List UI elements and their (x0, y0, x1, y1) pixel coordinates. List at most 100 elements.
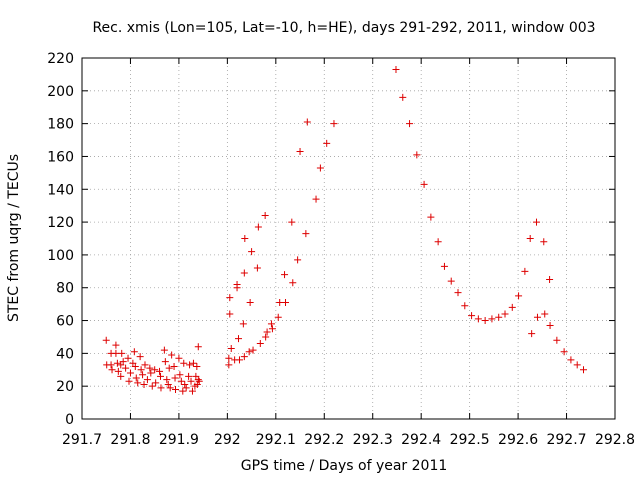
data-point (160, 346, 168, 354)
data-point (289, 279, 297, 287)
data-point (501, 310, 509, 318)
data-point (186, 361, 194, 369)
data-point (553, 336, 561, 344)
x-tick-label: 292.3 (353, 432, 393, 448)
data-point (261, 212, 269, 220)
data-point (156, 367, 164, 375)
data-point (168, 351, 176, 359)
data-point (296, 148, 304, 156)
data-point (107, 361, 115, 369)
x-tick-label: 292 (214, 432, 241, 448)
data-point (175, 354, 183, 362)
data-point (185, 372, 193, 380)
data-point (468, 312, 476, 320)
data-point (233, 284, 241, 292)
data-point (126, 369, 134, 377)
y-tick-label: 140 (47, 182, 74, 198)
data-point (420, 180, 428, 188)
data-point (225, 361, 233, 369)
data-point (165, 364, 173, 372)
data-point (132, 374, 140, 382)
data-point (249, 346, 257, 354)
grid-lines (82, 58, 615, 419)
data-point (392, 65, 400, 73)
data-point (182, 384, 190, 392)
data-point (131, 362, 139, 370)
data-point (152, 379, 160, 387)
data-point (454, 289, 462, 297)
data-point (302, 230, 310, 238)
data-point (447, 277, 455, 285)
data-point (181, 381, 189, 389)
chart-title: Rec. xmis (Lon=105, Lat=-10, h=HE), days… (92, 20, 595, 36)
y-tick-label: 120 (47, 215, 74, 231)
data-point (440, 262, 448, 270)
data-point (488, 315, 496, 323)
data-point (143, 376, 151, 384)
data-point (193, 362, 201, 370)
data-point (245, 348, 253, 356)
data-point (316, 164, 324, 172)
x-tick-label: 292.1 (256, 432, 296, 448)
data-point (474, 315, 482, 323)
data-point (102, 336, 110, 344)
data-point (406, 120, 414, 128)
data-point (515, 292, 523, 300)
data-point (481, 317, 489, 325)
data-point (541, 310, 549, 318)
data-point (330, 120, 338, 128)
x-tick-labels: 291.7 291.8 291.9 292 292.1 292.2 292.3 292.4 29… (62, 432, 635, 448)
data-point (119, 358, 127, 366)
y-tick-label: 200 (47, 84, 74, 100)
data-point (434, 238, 442, 246)
data-point (495, 313, 503, 321)
data-point (117, 372, 125, 380)
y-tick-label: 0 (65, 412, 74, 428)
y-tick-label: 100 (47, 248, 74, 264)
data-point (188, 387, 196, 395)
data-point (267, 320, 275, 328)
data-point (195, 377, 203, 385)
data-point (263, 328, 271, 336)
x-tick-label: 292.2 (304, 432, 344, 448)
data-point (140, 381, 148, 389)
data-point (274, 313, 282, 321)
data-point (180, 359, 188, 367)
y-tick-label: 20 (56, 379, 74, 395)
data-point (141, 361, 149, 369)
data-point (241, 235, 249, 242)
data-point (172, 385, 180, 393)
x-axis-label: GPS time / Days of year 2011 (241, 458, 448, 474)
data-points (102, 65, 588, 395)
data-point (573, 361, 581, 369)
data-point (427, 213, 435, 221)
x-tick-label: 292.7 (546, 432, 586, 448)
y-tick-label: 80 (56, 281, 74, 297)
y-tick-labels: 0 20 40 60 80 100 120 140 160 180 200 220 (47, 51, 74, 428)
data-point (176, 371, 184, 379)
data-point (226, 310, 234, 318)
data-point (163, 376, 171, 384)
data-point (161, 358, 169, 366)
data-point (533, 313, 541, 321)
data-point (171, 374, 179, 382)
data-point (235, 356, 243, 364)
data-point (146, 364, 154, 372)
y-tick-label: 40 (56, 346, 74, 362)
data-point (170, 362, 178, 370)
x-tick-label: 292.5 (450, 432, 490, 448)
data-point (240, 353, 248, 361)
data-point (134, 379, 142, 387)
y-axis-label: STEC from uqrg / TECUs (6, 154, 22, 322)
data-point (560, 348, 568, 356)
data-point (124, 354, 132, 362)
x-tick-label: 291.9 (159, 432, 199, 448)
y-tick-label: 180 (47, 117, 74, 133)
data-point (256, 340, 264, 348)
data-point (521, 267, 529, 275)
y-tick-label: 160 (47, 149, 74, 165)
x-tick-label: 291.7 (62, 432, 102, 448)
data-point (226, 294, 234, 302)
data-point (294, 256, 302, 264)
